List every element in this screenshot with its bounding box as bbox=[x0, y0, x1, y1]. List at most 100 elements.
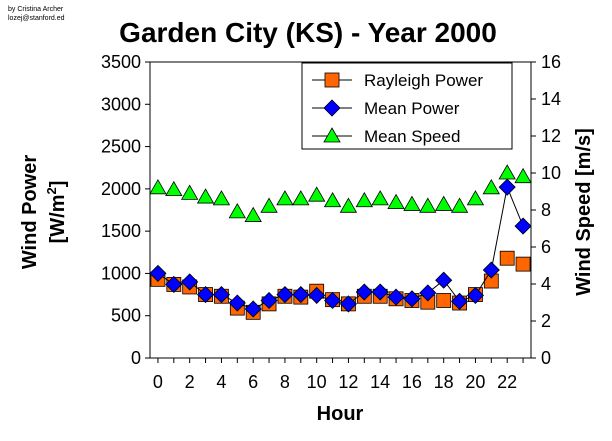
mean-speed-point bbox=[228, 203, 247, 219]
mean-speed-point bbox=[165, 180, 183, 197]
mean-speed-point bbox=[419, 197, 437, 213]
right-tick-label: 0 bbox=[541, 348, 551, 368]
x-tick-label: 6 bbox=[248, 372, 258, 392]
mean-power-point bbox=[196, 286, 215, 304]
rayleigh-power-point bbox=[499, 250, 515, 266]
right-tick-label: 4 bbox=[541, 274, 551, 294]
x-tick-label: 4 bbox=[216, 372, 226, 392]
right-tick-label: 10 bbox=[541, 163, 561, 183]
left-tick-label: 1500 bbox=[101, 221, 141, 241]
mean-power-point bbox=[403, 290, 421, 308]
mean-power-point bbox=[212, 286, 231, 304]
rayleigh-power-point bbox=[515, 256, 531, 272]
mean-power-point bbox=[387, 288, 405, 306]
mean-speed-point bbox=[180, 184, 199, 200]
left-tick-label: 2500 bbox=[101, 137, 141, 157]
mean-speed-point bbox=[212, 190, 231, 206]
chart-title: Garden City (KS) - Year 2000 bbox=[119, 17, 497, 48]
mean-speed-point bbox=[323, 191, 342, 208]
mean-power-point bbox=[419, 284, 437, 302]
mean-power-point bbox=[276, 286, 294, 304]
right-tick-label: 8 bbox=[541, 200, 551, 220]
left-tick-label: 500 bbox=[111, 306, 141, 326]
mean-power-point bbox=[149, 264, 167, 282]
mean-speed-point bbox=[244, 206, 262, 222]
right-tick-label: 14 bbox=[541, 89, 561, 109]
mean-power-point bbox=[450, 292, 469, 310]
mean-power-point bbox=[323, 291, 342, 310]
mean-power-point bbox=[514, 217, 532, 235]
left-tick-label: 0 bbox=[131, 348, 141, 368]
mean-speed-point bbox=[292, 190, 310, 206]
mean-speed-point bbox=[276, 190, 294, 206]
mean-speed-point bbox=[371, 190, 389, 206]
left-axis-label-line2: [W/m2] bbox=[44, 181, 69, 244]
mean-speed-point bbox=[307, 186, 326, 202]
mean-speed-point bbox=[434, 195, 453, 211]
mean-speed-point bbox=[498, 164, 516, 180]
legend-label-mean-speed: Mean Speed bbox=[364, 127, 460, 146]
right-axis-ticks: 0 2 4 6 8 10 12 14 16 bbox=[531, 52, 561, 368]
x-tick-label: 2 bbox=[185, 372, 195, 392]
mean-speed-point bbox=[260, 197, 278, 213]
mean-speed-point bbox=[403, 195, 421, 211]
mean-power-point bbox=[308, 286, 326, 304]
left-tick-label: 3500 bbox=[101, 52, 141, 72]
left-axis-label-line1: Wind Power bbox=[19, 155, 41, 269]
x-axis-label: Hour bbox=[317, 403, 364, 425]
mean-power-point bbox=[244, 300, 262, 318]
left-tick-label: 2000 bbox=[101, 179, 141, 199]
x-tick-label: 16 bbox=[402, 372, 422, 392]
legend-marker-mean-power bbox=[323, 99, 341, 117]
mean-speed-point bbox=[514, 167, 532, 184]
left-axis-ticks: 0 500 1000 1500 2000 2500 3000 3500 bbox=[101, 52, 150, 368]
series-layer bbox=[149, 164, 532, 320]
mean-power-point bbox=[435, 271, 453, 289]
left-tick-label: 1000 bbox=[101, 263, 141, 283]
right-tick-label: 12 bbox=[541, 126, 561, 146]
x-tick-label: 8 bbox=[280, 372, 290, 392]
right-axis-label: Wind Speed [m/s] bbox=[573, 128, 595, 296]
mean-power-point bbox=[339, 295, 358, 313]
author-credit-line1: by Cristina Archer bbox=[8, 6, 64, 13]
mean-speed-point bbox=[450, 197, 469, 213]
left-tick-label: 3000 bbox=[101, 94, 141, 114]
legend-marker-mean-speed bbox=[323, 127, 341, 143]
mean-speed-point bbox=[466, 190, 485, 206]
mean-power-point bbox=[355, 283, 373, 301]
mean-power-point bbox=[482, 261, 500, 279]
legend: Rayleigh Power Mean Power Mean Speed bbox=[301, 62, 513, 150]
mean-power-point bbox=[165, 275, 183, 293]
legend-items: Rayleigh Power Mean Power Mean Speed bbox=[312, 71, 483, 146]
mean-speed-point bbox=[387, 193, 405, 210]
right-tick-label: 6 bbox=[541, 237, 551, 257]
right-tick-label: 16 bbox=[541, 52, 561, 72]
legend-label-mean-power: Mean Power bbox=[364, 99, 460, 118]
author-credit-line2: lozej@stanford.ed bbox=[8, 15, 65, 22]
mean-speed-point bbox=[482, 178, 501, 195]
x-tick-label: 0 bbox=[153, 372, 163, 392]
left-axis-label: Wind Power [W/m2] bbox=[19, 155, 69, 269]
mean-power-point bbox=[292, 286, 310, 304]
mean-power-point bbox=[371, 283, 389, 301]
mean-speed-point bbox=[196, 188, 215, 204]
mean-speed-point bbox=[149, 178, 167, 195]
mean-power-point bbox=[181, 273, 199, 291]
mean-power-point bbox=[498, 178, 516, 196]
x-tick-label: 20 bbox=[465, 372, 485, 392]
mean-power-point bbox=[260, 291, 278, 310]
legend-label-rayleigh-power: Rayleigh Power bbox=[364, 71, 483, 90]
x-tick-label: 18 bbox=[434, 372, 454, 392]
mean-power-point bbox=[228, 294, 246, 312]
mean-speed-point bbox=[355, 191, 374, 208]
rayleigh-power-point bbox=[436, 293, 452, 308]
left-axis-label-sup: 2 bbox=[44, 187, 59, 194]
x-tick-label: 10 bbox=[307, 372, 327, 392]
x-tick-label: 22 bbox=[497, 372, 517, 392]
mean-power-point bbox=[466, 286, 485, 304]
x-tick-label: 12 bbox=[338, 372, 358, 392]
right-tick-label: 2 bbox=[541, 311, 551, 331]
x-axis-ticks: 0 2 4 6 8 10 12 14 16 18 20 22 bbox=[153, 358, 524, 392]
left-axis-label-unit: [W/m bbox=[47, 195, 69, 244]
